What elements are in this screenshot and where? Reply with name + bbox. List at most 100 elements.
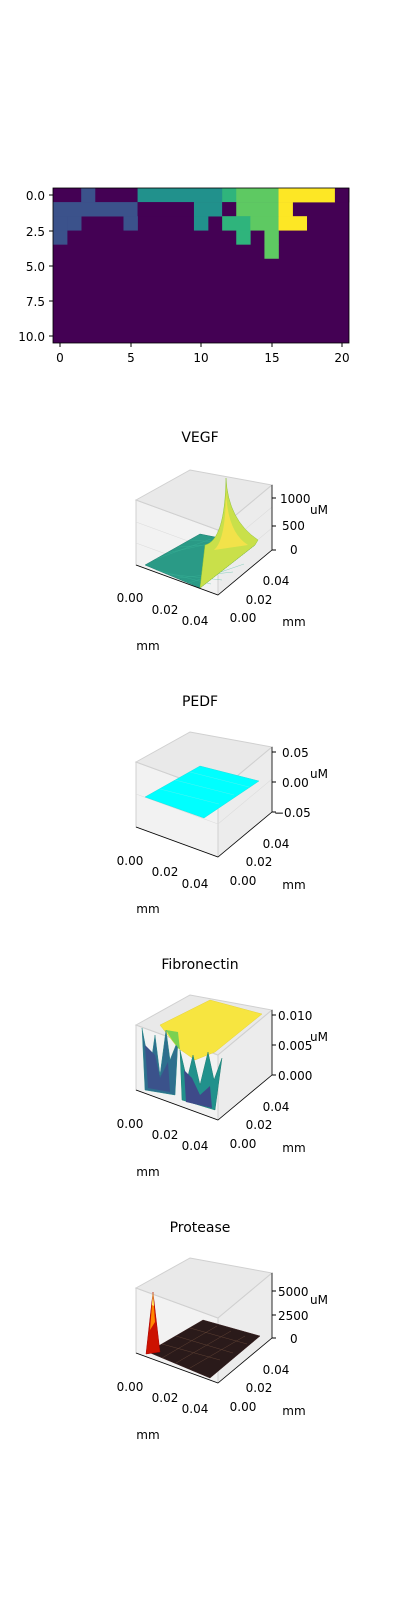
heatmap-cell [236,230,251,245]
protease-surface [147,1319,261,1379]
fibronectin-xtick: 0.02 [152,1128,179,1142]
vegf-peak-top [214,490,248,550]
heatmap-xtick: 20 [334,351,349,365]
fibronectin-zlabel: uM [310,1030,328,1044]
fibronectin-ztick: 0.000 [278,1069,312,1083]
vegf-ztick: 0 [290,543,298,557]
fibronectin-ytick: 0.00 [230,1137,257,1151]
protease-xtick: 0.02 [152,1391,179,1405]
heatmap-cell [264,244,279,259]
heatmap-cell [81,188,96,203]
heatmap-cells [53,188,350,343]
vegf-surface-chart: VEGF 1000 500 0 uM 0.00 0.02 0. [117,430,328,653]
vegf-title: VEGF [181,430,218,446]
fibronectin-xtick: 0.00 [117,1117,144,1131]
pedf-xtick: 0.00 [117,854,144,868]
heatmap-ytick: 0.0 [26,189,45,203]
pedf-ztick: 0.05 [282,746,309,760]
protease-surface-mesh [161,1325,248,1369]
heatmap-cell [222,216,251,231]
protease-ztick: 5000 [278,1285,309,1299]
vegf-xlabel: mm [136,639,159,653]
heatmap-cell [193,216,209,231]
pedf-zlabel: uM [310,767,328,781]
fibronectin-ylabel: mm [282,1141,305,1155]
protease-spike-peak [152,1292,154,1306]
protease-ytick: 0.04 [263,1363,290,1377]
heatmap-xtick: 0 [56,351,64,365]
heatmap-x-axis: 0 5 10 15 20 [56,343,350,365]
heatmap-ytick: 7.5 [26,295,45,309]
fibronectin-plateau [159,999,263,1061]
heatmap-xtick: 15 [264,351,279,365]
protease-spike-hot [150,1292,155,1330]
pedf-xtick: 0.04 [182,877,209,891]
fibronectin-ztick: 0.010 [278,1009,312,1023]
heatmap-cell [53,202,138,217]
pedf-surface-mesh [159,771,250,805]
heatmap-cell [236,188,279,203]
heatmap-xtick: 5 [127,351,135,365]
vegf-ytick: 0.02 [246,593,273,607]
protease-ytick: 0.00 [230,1400,257,1414]
heatmap-cell [193,202,223,217]
fibronectin-dip-right-deep [184,1070,212,1108]
vegf-ytick: 0.00 [230,611,257,625]
vegf-ytick: 0.04 [263,574,290,588]
heatmap-ytick: 2.5 [26,225,45,239]
pedf-ztick: 0.00 [282,776,309,790]
heatmap-ytick: 5.0 [26,260,45,274]
vegf-xtick: 0.00 [117,591,144,605]
vegf-ylabel: mm [282,615,305,629]
heatmap-cell [264,230,279,245]
protease-zlabel: uM [310,1293,328,1307]
fibronectin-ztick: 0.005 [278,1039,312,1053]
protease-ztick: 0 [290,1332,298,1346]
heatmap-cell [53,216,68,231]
heatmap-cell [53,188,82,203]
heatmap-cell [334,188,350,203]
heatmap-xtick: 10 [193,351,208,365]
protease-title: Protease [170,1220,231,1236]
fibronectin-ridge [166,1030,180,1050]
heatmap-cell [137,188,223,203]
heatmap-cell [95,188,138,203]
heatmap-cell [137,202,195,217]
heatmap-cell [123,216,138,231]
heatmap-cell [278,216,308,231]
pedf-surface-chart: PEDF 0.05 0.00 −0.05 uM 0.00 0.02 0.04 m… [117,694,328,916]
protease-surface-chart: Protease 5000 2500 0 uM 0.00 0.02 0.04 m… [117,1220,328,1442]
fibronectin-title: Fibronectin [161,957,238,973]
vegf-xtick: 0.04 [182,614,209,628]
fibronectin-ytick: 0.02 [246,1118,273,1132]
pedf-ytick: 0.04 [263,837,290,851]
protease-xtick: 0.04 [182,1402,209,1416]
heatmap-cell [278,202,293,217]
heatmap-cell [222,188,237,203]
heatmap-chart: 0 5 10 15 20 0.0 2.5 5.0 7.5 10.0 [18,187,350,365]
pedf-xlabel: mm [136,902,159,916]
heatmap-cell [222,202,237,217]
vegf-ztick: 500 [282,519,305,533]
pedf-xtick: 0.02 [152,865,179,879]
heatmap-cell [53,230,68,245]
heatmap-ytick: 10.0 [18,330,45,344]
fibronectin-dip-left-deep [145,1045,170,1092]
protease-ztick: 2500 [278,1309,309,1323]
pedf-ylabel: mm [282,878,305,892]
fibronectin-ytick: 0.04 [263,1100,290,1114]
pedf-ztick: −0.05 [274,806,311,820]
protease-ytick: 0.02 [246,1381,273,1395]
vegf-xtick: 0.02 [152,603,179,617]
heatmap-y-axis: 0.0 2.5 5.0 7.5 10.0 [18,189,53,344]
protease-xtick: 0.00 [117,1380,144,1394]
heatmap-cell [236,202,279,217]
pedf-ytick: 0.00 [230,874,257,888]
vegf-zlabel: uM [310,503,328,517]
fibronectin-xlabel: mm [136,1165,159,1179]
heatmap-cell [278,188,336,203]
heatmap-cell [67,216,82,231]
pedf-ytick: 0.02 [246,855,273,869]
pedf-title: PEDF [182,694,218,710]
